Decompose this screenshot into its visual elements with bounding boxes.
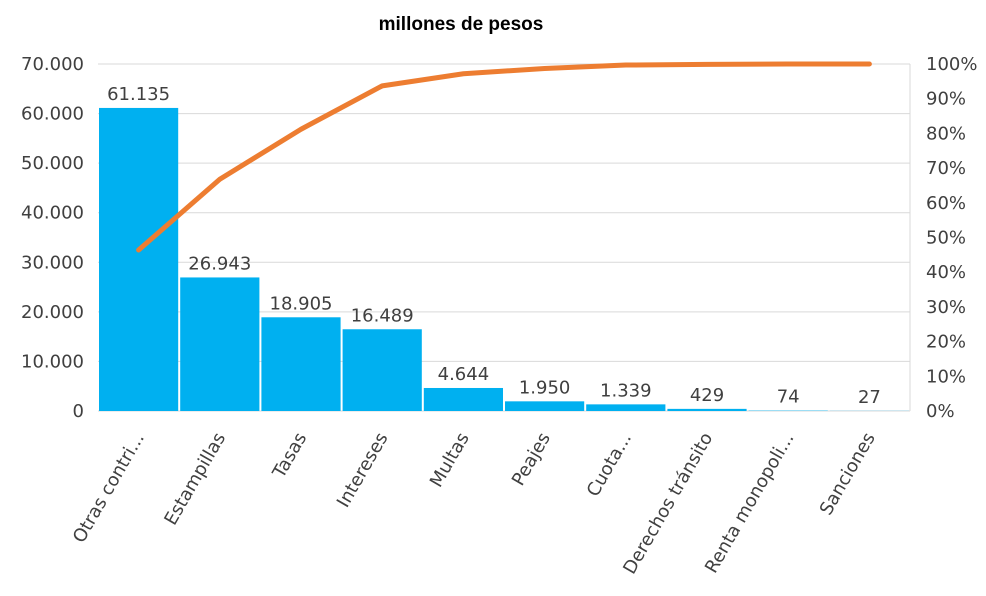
right-axis-tick-labels: 0% 10% 20% 30% 40% 50% 60% 70% 80% 90% 100%	[926, 54, 977, 422]
bar-data-label: 1.339	[600, 380, 652, 401]
bar-data-label: 4.644	[438, 364, 490, 385]
category-label: Estampillas	[160, 429, 230, 529]
bar-data-label: 26.943	[188, 253, 251, 274]
right-tick-label: 30%	[926, 297, 966, 318]
left-tick-label: 50.000	[21, 153, 84, 174]
bar-data-labels: 61.135 26.943 18.905 16.489 4.644 1.950 1.339 4…	[107, 84, 881, 408]
left-tick-label: 0	[73, 401, 84, 422]
right-tick-label: 40%	[926, 262, 966, 283]
category-label: Renta monopoli...	[701, 429, 798, 577]
left-tick-label: 60.000	[21, 104, 84, 125]
bar	[505, 401, 585, 411]
bar-data-label: 16.489	[351, 305, 414, 326]
bar-data-label: 27	[858, 387, 881, 408]
right-tick-label: 90%	[926, 89, 966, 110]
left-tick-label: 20.000	[21, 302, 84, 323]
category-axis-labels: Otras contri... Estampillas Tasas Intereses…	[69, 429, 880, 578]
right-tick-label: 10%	[926, 366, 966, 387]
bar-data-label: 61.135	[107, 84, 170, 105]
bar	[180, 277, 260, 411]
bar	[423, 387, 503, 411]
bar	[586, 404, 666, 411]
bar	[99, 107, 179, 411]
bar-data-label: 429	[690, 385, 724, 406]
right-tick-label: 70%	[926, 158, 966, 179]
bar-series	[99, 107, 909, 411]
left-axis-tick-labels: 0 10.000 20.000 30.000 40.000 50.000 60.000 70.…	[21, 54, 84, 422]
category-label: Multas	[426, 429, 474, 491]
right-tick-label: 20%	[926, 332, 966, 353]
cumulative-line-series	[136, 61, 872, 253]
bar-data-label: 1.950	[519, 377, 571, 398]
cumulative-line	[136, 61, 872, 253]
bar	[261, 317, 341, 411]
category-label: Tasas	[268, 429, 311, 483]
category-label: Peajes	[508, 429, 555, 490]
right-tick-label: 60%	[926, 193, 966, 214]
left-tick-label: 30.000	[21, 252, 84, 273]
left-tick-label: 10.000	[21, 351, 84, 372]
category-label: Sanciones	[816, 429, 880, 519]
category-label: Derechos tránsito	[619, 429, 717, 578]
category-label: Cuota...	[583, 429, 636, 500]
bar	[667, 408, 747, 411]
right-tick-label: 80%	[926, 123, 966, 144]
right-tick-label: 50%	[926, 228, 966, 249]
category-label: Otras contri...	[69, 429, 149, 547]
chart-title: millones de pesos	[379, 14, 544, 35]
left-tick-label: 70.000	[21, 54, 84, 75]
bar-data-label: 74	[777, 387, 800, 408]
bar-data-label: 18.905	[270, 293, 333, 314]
right-tick-label: 0%	[926, 401, 955, 422]
category-label: Intereses	[333, 429, 393, 511]
left-tick-label: 40.000	[21, 203, 84, 224]
right-tick-label: 100%	[926, 54, 977, 75]
bar	[342, 329, 422, 411]
